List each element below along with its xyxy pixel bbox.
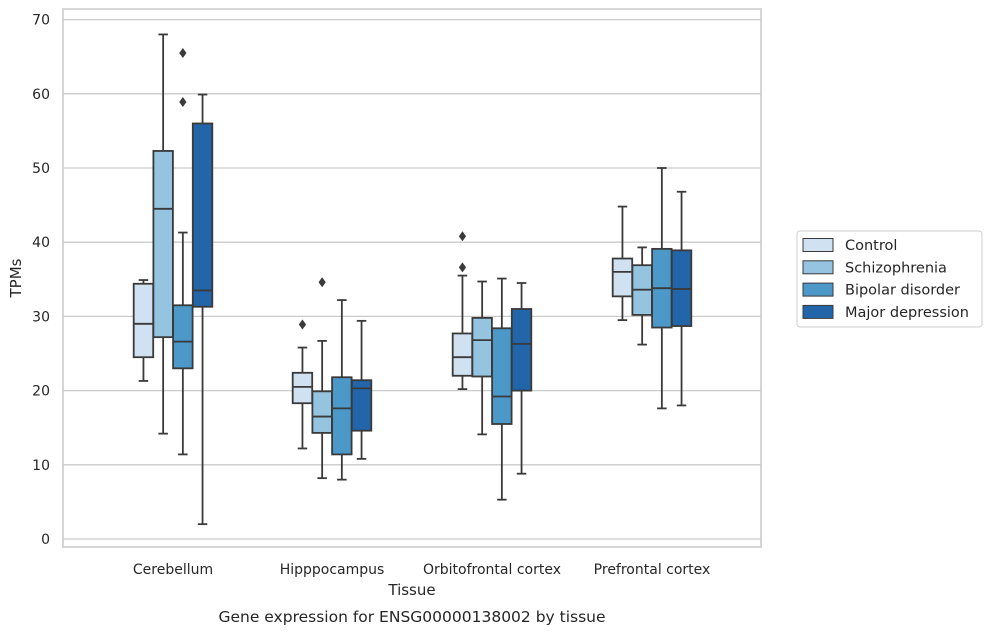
outlier-point (298, 319, 307, 330)
box-iqr (191, 122, 214, 308)
box-major-depression (191, 93, 214, 526)
box-iqr (172, 304, 194, 370)
box-major-depression (670, 190, 693, 407)
outlier-point (179, 47, 187, 58)
box-schizophrenia (311, 277, 333, 480)
outlier-point (179, 96, 187, 107)
x-tick-label: Orbitofrontal cortex (423, 562, 561, 578)
box-iqr (510, 308, 533, 392)
outlier-point (458, 231, 467, 242)
box-bipolar-disorder (651, 167, 673, 410)
plot-frame (62, 8, 762, 548)
y-tick-label: 30 (32, 309, 50, 325)
legend-swatch (802, 282, 834, 297)
x-tick-label: Cerebellum (133, 562, 213, 578)
y-tick-label: 20 (32, 384, 50, 400)
legend: Control Schizophrenia Bipolar disorder Majo… (796, 230, 983, 328)
box-major-depression (510, 282, 533, 475)
legend-label: Major depression (845, 305, 969, 321)
box-bipolar-disorder (331, 299, 353, 481)
box-control (611, 205, 634, 322)
y-tick-label: 40 (32, 235, 50, 251)
box-iqr (350, 379, 373, 432)
y-tick-label: 70 (32, 13, 50, 29)
y-tick-label: 60 (32, 87, 50, 103)
box-major-depression (350, 319, 373, 460)
box-iqr (491, 327, 513, 425)
box-iqr (611, 257, 634, 298)
legend-swatch (802, 238, 834, 252)
y-tick-label: 0 (41, 532, 50, 548)
box-iqr (132, 282, 155, 359)
box-iqr (152, 150, 174, 339)
legend-label: Schizophrenia (845, 260, 947, 276)
x-tick-label: Prefrontal cortex (594, 562, 711, 578)
legend-swatch (802, 304, 834, 319)
box-iqr (291, 371, 314, 405)
legend-label: Bipolar disorder (845, 283, 960, 299)
y-tick-label: 10 (32, 458, 50, 474)
box-schizophrenia (152, 33, 174, 435)
box-iqr (311, 390, 333, 434)
box-control (291, 319, 314, 450)
box-bipolar-disorder (491, 277, 513, 501)
x-axis-label: Tissue (387, 581, 435, 599)
outlier-point (458, 262, 467, 273)
box-control (451, 231, 474, 391)
y-tick-label: 50 (32, 161, 50, 177)
box-bipolar-disorder (172, 47, 194, 456)
outlier-point (318, 277, 326, 288)
box-schizophrenia (471, 280, 493, 436)
box-series (132, 33, 693, 526)
x-tick-labels: Cerebellum Hipppocampus Orbitofrontal cort… (133, 562, 710, 578)
box-control (132, 279, 155, 382)
chart-caption: Gene expression for ENSG00000138002 by t… (218, 608, 605, 626)
box-schizophrenia (631, 246, 653, 346)
box-iqr (451, 332, 474, 377)
legend-frame (796, 230, 983, 328)
y-axis-label: TPMs (7, 258, 25, 298)
legend-swatch (802, 260, 834, 275)
box-iqr (471, 316, 493, 378)
x-tick-label: Hipppocampus (280, 562, 385, 578)
y-tick-labels: 0 10 20 30 40 50 60 70 (32, 13, 50, 548)
box-iqr (331, 376, 353, 456)
legend-label: Control (845, 238, 897, 254)
